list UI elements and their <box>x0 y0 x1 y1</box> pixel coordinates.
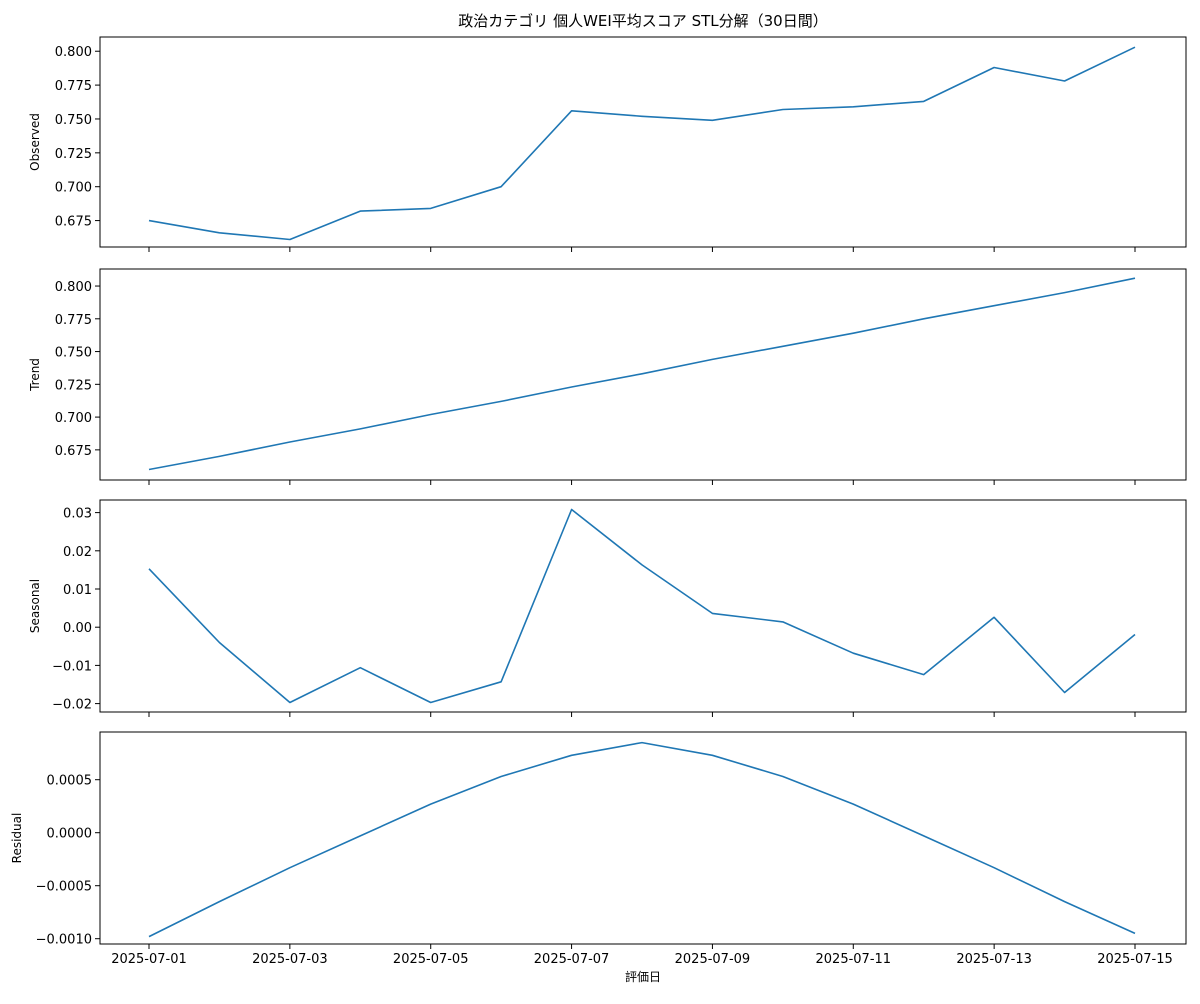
axes-frame <box>99 731 1187 945</box>
y-axis-label: Observed <box>28 113 42 171</box>
y-tick-label: 0.0005 <box>47 774 93 789</box>
y-axis-label: Seasonal <box>28 579 42 633</box>
series-line-seasonal <box>148 508 1136 704</box>
series-line-observed <box>148 46 1136 241</box>
y-tick-label: 0.01 <box>63 583 92 598</box>
y-tick-label: 0.700 <box>55 181 92 196</box>
x-tick-label: 2025-07-15 <box>1097 952 1173 967</box>
x-tick-label: 2025-07-01 <box>111 952 187 967</box>
panel-seasonal: −0.02 −0.01 0.00 0.01 0.02 0.03 Seasonal <box>28 499 1187 717</box>
y-tick-label: 0.0000 <box>47 827 93 842</box>
y-tick-label: 0.700 <box>55 411 92 426</box>
x-tick-label: 2025-07-07 <box>534 952 610 967</box>
x-axis-label: 評価日 <box>625 969 661 984</box>
y-tick-label: 0.800 <box>55 280 92 295</box>
series-line-trend <box>148 277 1136 471</box>
y-axis-label: Trend <box>28 358 42 392</box>
axes-frame <box>99 36 1187 248</box>
series-line-residual <box>148 741 1136 938</box>
axes-frame <box>99 268 1187 481</box>
y-tick-label: 0.800 <box>55 45 92 60</box>
panel-residual: −0.0010 −0.0005 0.0000 0.0005 2025-07-01 2025… <box>10 731 1187 967</box>
y-tick-label: −0.0005 <box>36 880 92 895</box>
x-tick-label: 2025-07-11 <box>816 952 892 967</box>
y-tick-label: −0.0010 <box>36 933 92 948</box>
x-tick-label: 2025-07-03 <box>252 952 328 967</box>
y-axis-label: Residual <box>10 813 24 864</box>
x-tick-label: 2025-07-09 <box>675 952 751 967</box>
panel-trend: 0.675 0.700 0.725 0.750 0.775 0.800 Trend <box>28 268 1187 485</box>
y-tick-label: 0.03 <box>63 507 92 522</box>
y-tick-label: 0.675 <box>55 444 92 459</box>
x-tick-label: 2025-07-05 <box>393 952 469 967</box>
y-tick-label: 0.02 <box>63 545 92 560</box>
y-tick-label: 0.775 <box>55 79 92 94</box>
x-tick-label: 2025-07-13 <box>956 952 1032 967</box>
y-tick-label: 0.775 <box>55 313 92 328</box>
y-tick-label: −0.01 <box>52 659 92 674</box>
y-tick-label: 0.750 <box>55 113 92 128</box>
y-tick-label: 0.725 <box>55 378 92 393</box>
y-tick-label: −0.02 <box>52 698 92 713</box>
axes-frame <box>99 499 1187 713</box>
y-tick-label: 0.750 <box>55 346 92 361</box>
y-tick-label: 0.00 <box>63 621 92 636</box>
y-tick-label: 0.675 <box>55 215 92 230</box>
panel-observed: 0.675 0.700 0.725 0.750 0.775 0.800 Observed <box>28 36 1187 252</box>
y-tick-label: 0.725 <box>55 147 92 162</box>
chart-title: 政治カテゴリ 個人WEI平均スコア STL分解（30日間） <box>458 12 827 30</box>
